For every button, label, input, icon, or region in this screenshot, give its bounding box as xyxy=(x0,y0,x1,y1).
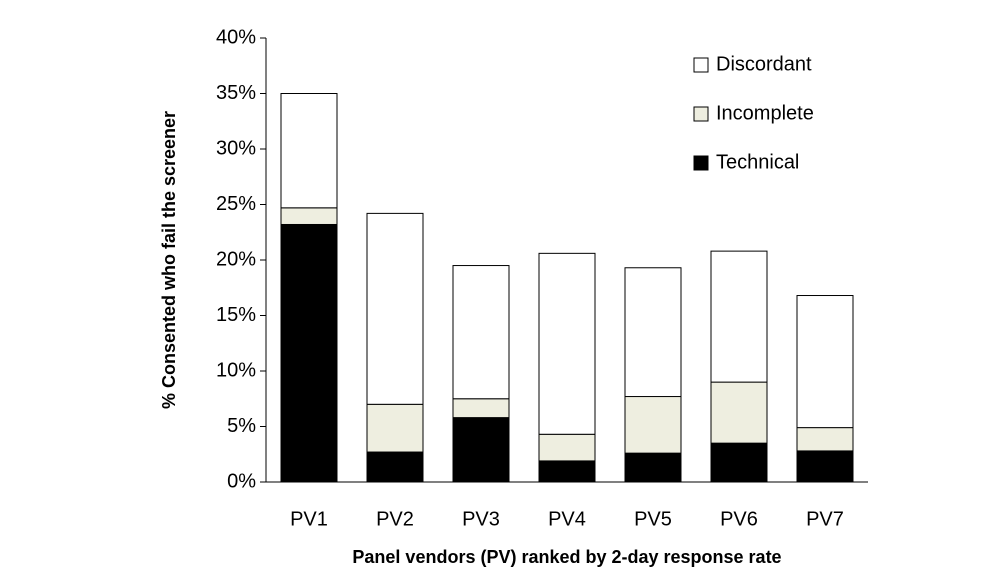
bar-segment xyxy=(796,450,854,483)
bar-segment xyxy=(280,223,338,483)
legend-swatch xyxy=(693,155,709,171)
x-tick-label: PV5 xyxy=(634,508,672,530)
y-tick-label: 20% xyxy=(216,248,256,270)
bar-segment xyxy=(624,396,682,454)
legend-swatch xyxy=(693,106,709,122)
x-tick-label: PV1 xyxy=(290,508,328,530)
bar-segment xyxy=(796,295,854,429)
x-tick-label: PV2 xyxy=(376,508,414,530)
bar-segment xyxy=(796,427,854,452)
legend-label: Technical xyxy=(716,151,799,173)
x-tick-label: PV6 xyxy=(720,508,758,530)
bar-segment xyxy=(366,403,424,453)
bar-segment xyxy=(452,265,510,400)
bar-segment xyxy=(538,433,596,462)
x-tick-label: PV4 xyxy=(548,508,586,530)
legend-swatch xyxy=(693,57,709,73)
bar-segment xyxy=(710,250,768,383)
x-axis-title: Panel vendors (PV) ranked by 2-day respo… xyxy=(352,547,781,567)
bar-segment xyxy=(452,398,510,419)
bar-segment xyxy=(538,252,596,435)
x-tick-label: PV3 xyxy=(462,508,500,530)
y-tick-label: 5% xyxy=(227,415,256,437)
bar-segment xyxy=(280,207,338,225)
legend-label: Discordant xyxy=(716,53,812,75)
y-tick-label: 35% xyxy=(216,82,256,104)
bar-segment xyxy=(624,267,682,398)
y-tick-label: 0% xyxy=(227,470,256,492)
x-tick-label: PV7 xyxy=(806,508,844,530)
bar-segment xyxy=(280,93,338,209)
y-tick-label: 10% xyxy=(216,359,256,381)
bar-segment xyxy=(366,451,424,483)
y-tick-label: 40% xyxy=(216,26,256,48)
y-tick-label: 30% xyxy=(216,137,256,159)
y-tick-label: 15% xyxy=(216,304,256,326)
bar-segment xyxy=(710,381,768,444)
legend-label: Incomplete xyxy=(716,102,814,124)
bar-segment xyxy=(710,442,768,483)
bar-segment xyxy=(624,452,682,483)
bar-segment xyxy=(538,460,596,483)
y-tick-label: 25% xyxy=(216,193,256,215)
y-axis-title: % Consented who fail the screener xyxy=(159,111,179,409)
bar-segment xyxy=(366,212,424,405)
bar-segment xyxy=(452,417,510,483)
